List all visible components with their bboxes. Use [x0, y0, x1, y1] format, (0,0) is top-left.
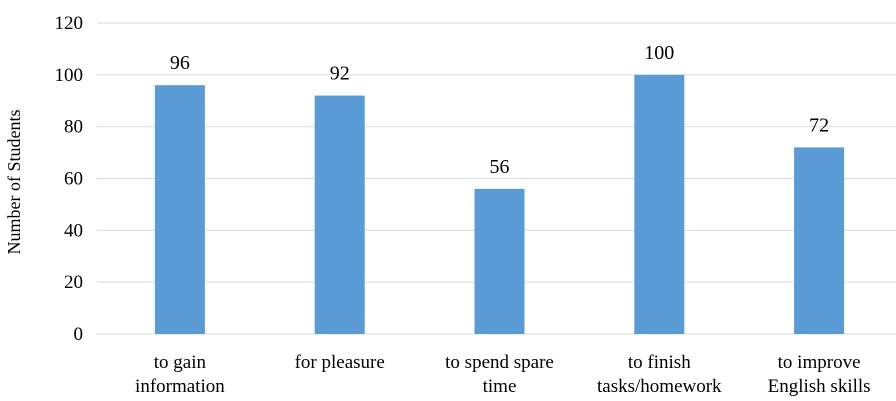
x-category-label-line: for pleasure — [295, 352, 385, 373]
y-axis-title: Number of Students — [4, 110, 24, 255]
bar — [474, 188, 525, 334]
data-label: 92 — [330, 63, 350, 85]
x-category-label-line: to gain — [154, 352, 207, 373]
y-tick-label: 120 — [55, 13, 84, 34]
data-label: 100 — [644, 42, 674, 64]
bars — [154, 74, 845, 334]
x-category-label-line: to finish — [628, 352, 691, 373]
x-category-label: to gain information — [135, 352, 225, 397]
x-category-label: to improve English skills — [768, 352, 871, 397]
data-labels: 96 92 56 100 72 — [170, 42, 829, 178]
bar — [154, 85, 205, 334]
y-tick-label: 100 — [55, 65, 84, 86]
y-axis-ticks: 0 20 40 60 80 100 120 — [55, 13, 84, 345]
x-category-label-line: tasks/homework — [597, 376, 722, 397]
bar — [634, 74, 685, 334]
x-category-label-line: information — [135, 376, 225, 397]
y-tick-label: 80 — [64, 117, 83, 138]
bar — [794, 147, 845, 334]
x-category-label-line: English skills — [768, 376, 871, 397]
x-axis-labels: to gain information for pleasure to spend s… — [135, 352, 871, 397]
data-label: 96 — [170, 52, 190, 74]
x-category-label: to spend spare time — [445, 352, 554, 397]
x-category-label: for pleasure — [295, 352, 385, 373]
x-category-label: to finish tasks/homework — [597, 352, 722, 397]
y-tick-label: 60 — [64, 169, 83, 190]
x-category-label-line: to spend spare — [445, 352, 554, 373]
y-tick-label: 40 — [64, 220, 83, 241]
bar — [314, 95, 365, 334]
x-category-label-line: time — [483, 376, 517, 397]
y-tick-label: 0 — [74, 324, 84, 345]
y-tick-label: 20 — [64, 272, 83, 293]
data-label: 56 — [490, 156, 510, 178]
data-label: 72 — [809, 114, 829, 136]
x-category-label-line: to improve — [778, 352, 861, 373]
